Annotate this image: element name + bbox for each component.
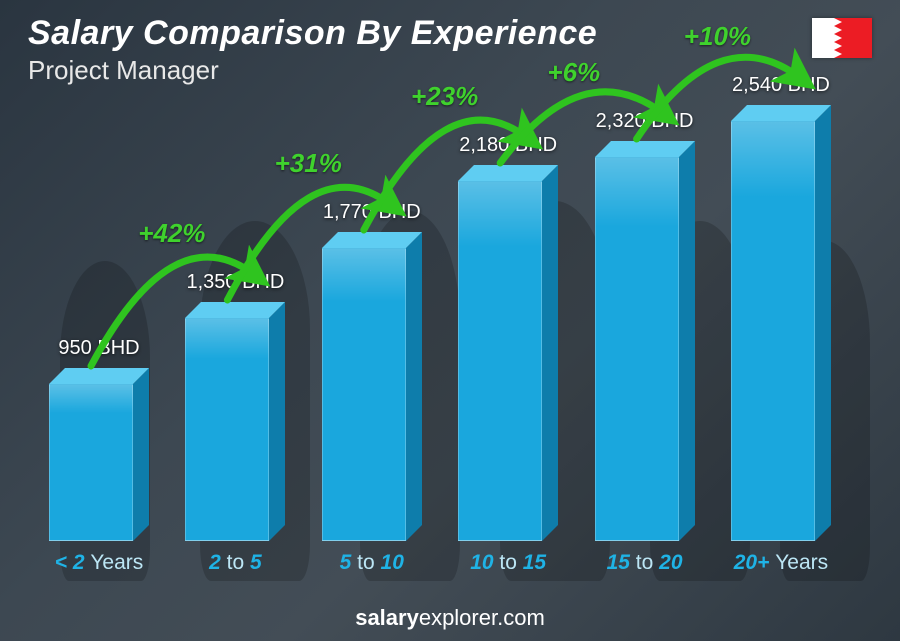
bar: 950 BHD [49,384,149,541]
growth-label: +42% [138,218,205,249]
chart-column: 2,540 BHD 20+ Years [722,121,840,575]
footer-brand-rest: explorer.com [419,605,545,630]
bar-front [49,384,133,541]
chart-column: 2,320 BHD 15 to 20 [586,157,704,575]
bar: 2,180 BHD [458,181,558,541]
growth-label: +23% [411,81,478,112]
bar-top [185,302,285,318]
category-label: 2 to 5 [209,551,262,575]
bar-value-label: 1,350 BHD [155,271,315,294]
category-label: 5 to 10 [340,551,404,575]
bar-chart: 950 BHD < 2 Years 1,350 BHD 2 to 5 1,770 BHD… [40,100,840,575]
footer-brand-bold: salary [355,605,419,630]
growth-label: +6% [547,57,600,88]
bar-value-label: 2,320 BHD [565,110,725,133]
category-label: 15 to 20 [607,551,683,575]
bar-side [269,302,285,541]
chart-column: 950 BHD < 2 Years [40,384,158,575]
bar-side [406,232,422,541]
bar-front [322,248,406,541]
growth-label: +10% [684,21,751,52]
chart-column: 1,770 BHD 5 to 10 [313,248,431,575]
bar-top [595,141,695,157]
bar: 2,540 BHD [731,121,831,541]
category-label: 20+ Years [734,551,828,575]
bar-side [542,165,558,541]
bar-value-label: 2,540 BHD [701,74,861,97]
bar-value-label: 950 BHD [19,337,179,360]
bar: 2,320 BHD [595,157,695,541]
bar-value-label: 2,180 BHD [428,134,588,157]
country-flag-bahrain [812,18,872,58]
chart-column: 2,180 BHD 10 to 15 [449,181,567,575]
bar-top [458,165,558,181]
bar-front [458,181,542,541]
bar-front [185,318,269,541]
chart-column: 1,350 BHD 2 to 5 [176,318,294,575]
category-label: < 2 Years [55,551,144,575]
growth-label: +31% [275,148,342,179]
footer-brand: salaryexplorer.com [0,605,900,631]
bar-top [49,368,149,384]
bar-top [731,105,831,121]
bar-side [133,368,149,541]
infographic-stage: Salary Comparison By Experience Project … [0,0,900,641]
bar-side [815,105,831,541]
bar-side [679,141,695,541]
bar-front [731,121,815,541]
category-label: 10 to 15 [470,551,546,575]
bar-value-label: 1,770 BHD [292,201,452,224]
bar: 1,770 BHD [322,248,422,541]
bar-front [595,157,679,541]
bar-top [322,232,422,248]
bar: 1,350 BHD [185,318,285,541]
